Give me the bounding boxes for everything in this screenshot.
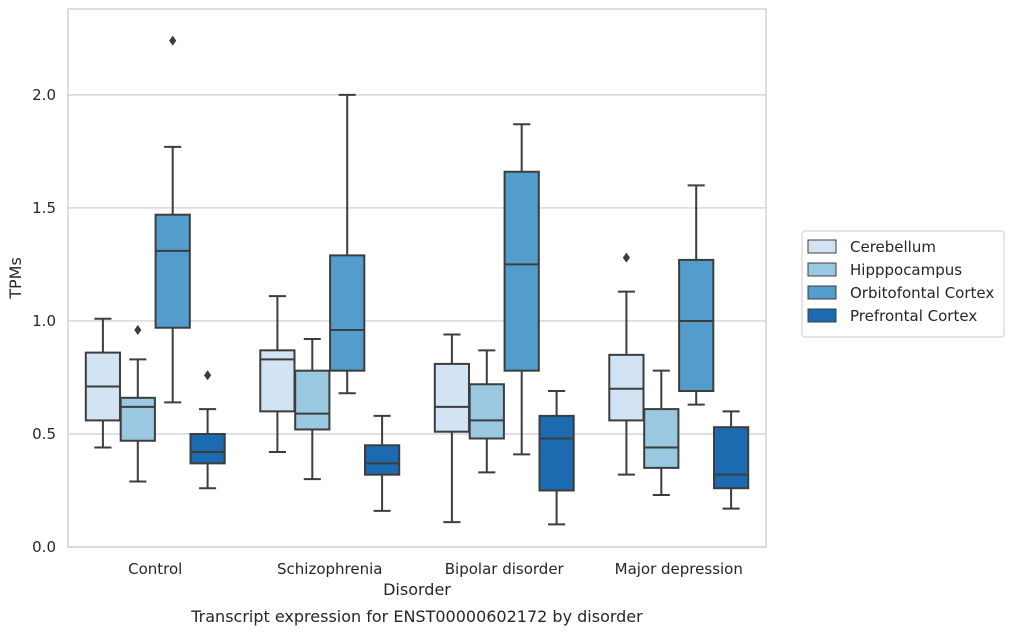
- legend-label: Orbitofontal Cortex: [850, 284, 994, 302]
- legend-swatch: [807, 285, 837, 300]
- box-groups: [84, 35, 750, 526]
- iqr-box: [712, 426, 750, 490]
- y-axis-label: TPMs: [6, 257, 25, 300]
- x-tick-label: Control: [128, 560, 182, 578]
- iqr-box: [259, 349, 296, 413]
- x-tick-label: Major depression: [615, 560, 743, 578]
- box-hipppocampus: [468, 349, 505, 474]
- iqr-box: [538, 414, 575, 492]
- y-tick-label: 2.0: [32, 86, 56, 104]
- iqr-box: [189, 432, 226, 465]
- box-orbitofontal-cortex: [503, 123, 540, 456]
- iqr-box: [678, 258, 715, 393]
- iqr-box: [154, 213, 191, 329]
- legend-label: Cerebellum: [850, 238, 936, 256]
- box-prefrontal-cortex: [363, 414, 401, 512]
- y-tick-label: 1.5: [32, 199, 56, 217]
- box-prefrontal-cortex: [712, 410, 750, 510]
- box-cerebellum: [608, 252, 645, 476]
- legend-swatch: [807, 239, 837, 254]
- legend-label: Hipppocampus: [850, 261, 962, 279]
- outlier-point: [169, 35, 177, 46]
- plot-frame: [67, 8, 767, 548]
- x-tick-label: Bipolar disorder: [445, 560, 565, 578]
- box-prefrontal-cortex: [189, 370, 226, 490]
- legend-frame: [801, 230, 1005, 338]
- y-tick-label: 0.0: [32, 538, 56, 556]
- iqr-box: [433, 362, 471, 433]
- box-prefrontal-cortex: [538, 390, 575, 526]
- iqr-box: [468, 383, 505, 440]
- box-cerebellum: [259, 295, 296, 454]
- legend: Cerebellum Hipppocampus Orbitofontal Corte…: [801, 230, 1005, 338]
- box-cerebellum: [84, 317, 122, 449]
- iqr-box: [363, 444, 401, 476]
- y-axis-ticks: 0.0 0.5 1.0 1.5 2.0: [32, 86, 56, 556]
- box-hipppocampus: [119, 324, 156, 483]
- iqr-box: [643, 408, 680, 469]
- y-tick-label: 1.0: [32, 312, 56, 330]
- outlier-point: [204, 370, 212, 381]
- iqr-box: [329, 254, 366, 372]
- x-axis-ticks: Control Schizophrenia Bipolar disorder Majo…: [128, 560, 743, 578]
- y-tick-label: 0.5: [32, 425, 56, 443]
- iqr-box: [608, 353, 645, 422]
- box-cerebellum: [433, 333, 471, 524]
- outlier-point: [134, 324, 142, 335]
- box-orbitofontal-cortex: [678, 184, 715, 406]
- iqr-box: [294, 369, 331, 431]
- x-axis-label: Disorder: [383, 580, 451, 599]
- chart-caption: Transcript expression for ENST0000060217…: [190, 607, 643, 626]
- legend-label: Prefrontal Cortex: [850, 307, 977, 325]
- box-hipppocampus: [294, 338, 331, 481]
- legend-swatch: [807, 308, 837, 323]
- box-hipppocampus: [643, 369, 680, 497]
- iqr-box: [503, 170, 540, 372]
- legend-swatch: [807, 262, 837, 277]
- outlier-point: [622, 252, 630, 263]
- iqr-box: [119, 396, 156, 442]
- box-orbitofontal-cortex: [329, 93, 366, 395]
- x-tick-label: Schizophrenia: [277, 560, 382, 578]
- box-orbitofontal-cortex: [154, 35, 191, 404]
